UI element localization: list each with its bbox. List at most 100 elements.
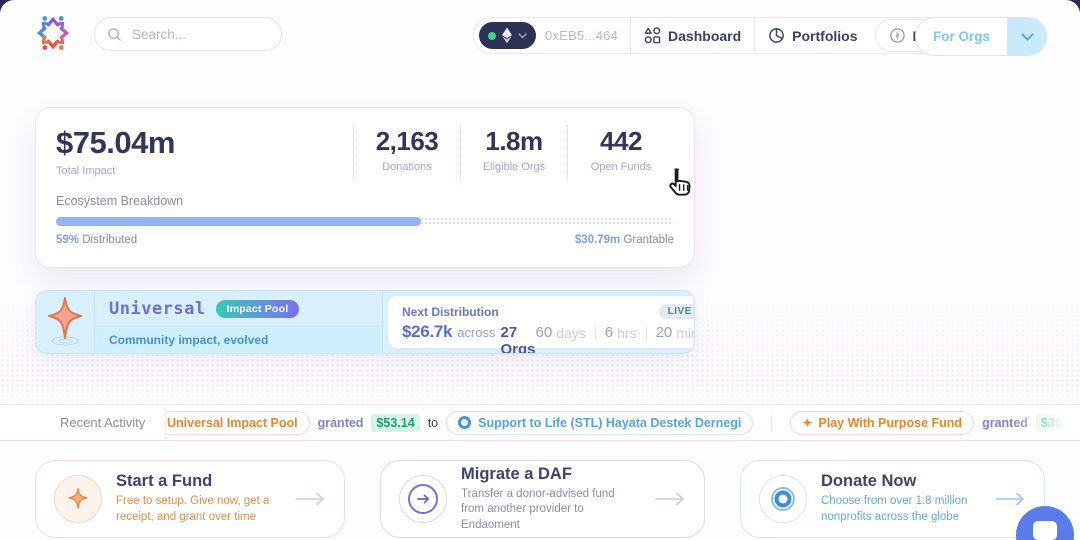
search-bar[interactable] [94, 17, 282, 51]
activity-ticker: Universal Impact Pool granted $53.14 to … [165, 405, 1080, 440]
pool-tagline: Community impact, evolved [95, 326, 382, 353]
countdown-days-unit: days [556, 324, 586, 341]
dashboard-icon [644, 27, 661, 44]
impact-pool-banner[interactable]: Universal Impact Pool Community impact, … [35, 290, 695, 354]
stat-donations[interactable]: 2,163 Donations [353, 125, 460, 181]
action-cards: Start a Fund Free to setup. Give now, ge… [35, 460, 1045, 538]
countdown-minutes-unit: min [676, 324, 694, 341]
stat-label: Donations [382, 161, 432, 173]
stat-value: 442 [600, 126, 642, 156]
donate-now-card[interactable]: Donate Now Choose from over 1.8 million … [740, 460, 1045, 538]
live-badge: LIVE [658, 304, 694, 319]
countdown-divider [645, 326, 647, 339]
endaoment-logo[interactable] [33, 13, 73, 53]
for-orgs-label[interactable]: For Orgs [932, 29, 990, 44]
search-input[interactable] [130, 25, 269, 43]
concentric-rings-icon [759, 475, 807, 523]
portfolios-icon [769, 28, 784, 43]
stat-value: $75.04m [56, 125, 175, 160]
sparkle-star-icon: ✦ [802, 415, 813, 430]
grantable-stat: $30.79m Grantable [574, 234, 674, 246]
stat-label: Open Funds [590, 161, 652, 173]
arrow-right-icon [295, 492, 325, 506]
across-text: across [457, 325, 496, 340]
distributed-percent: 59% [56, 234, 80, 246]
migrate-arrow-icon [399, 475, 447, 523]
main-nav: 0xEB5...464 Dashboard Portfolios Explore [473, 17, 984, 54]
arrow-right-icon [995, 492, 1025, 506]
pool-name: Universal [109, 298, 206, 319]
stat-value: 2,163 [375, 126, 439, 156]
wallet-status-dot [488, 31, 496, 40]
grantable-amount: $30.79m [574, 234, 621, 246]
stat-value: 1.8m [485, 126, 543, 156]
card-title: Start a Fund [116, 472, 213, 491]
for-orgs-dropdown[interactable] [1007, 18, 1046, 55]
fund-link[interactable]: Universal Impact Pool [166, 410, 310, 435]
chevron-down-icon [1021, 33, 1033, 40]
countdown: 60 days 6 hrs 20 min [535, 324, 694, 341]
countdown-divider [594, 326, 596, 339]
nav-item-dashboard[interactable]: Dashboard [631, 27, 754, 44]
pool-icon-cell [36, 291, 95, 353]
countdown-minutes-value: 20 [655, 324, 673, 341]
nav-divider [754, 17, 756, 54]
stat-eligible-orgs[interactable]: 1.8m Eligible Orgs [460, 125, 567, 181]
distributed-stat: 59% Distributed [56, 234, 138, 246]
card-title: Migrate a DAF [461, 464, 572, 483]
distribution-amount: $26.7k [402, 322, 453, 341]
progress-fill [56, 217, 421, 226]
ethereum-icon [502, 27, 512, 44]
start-a-fund-card[interactable]: Start a Fund Free to setup. Give now, ge… [35, 460, 345, 538]
breakdown-title: Ecosystem Breakdown [56, 194, 184, 208]
nav-item-label: Dashboard [668, 27, 742, 44]
fund-link[interactable]: ✦ Play With Purpose Fund [790, 410, 975, 435]
nav-item-label: Portfolios [792, 27, 858, 44]
stat-total-impact: $75.04m Total Impact [56, 125, 353, 177]
arrow-right-icon [655, 492, 685, 506]
distribution-orgs: 27 Orgs [500, 324, 536, 354]
nav-item-portfolios[interactable]: Portfolios [755, 27, 870, 44]
chevron-down-icon [518, 32, 527, 39]
countdown-days-value: 60 [535, 324, 553, 341]
pool-identity: Universal Impact Pool Community impact, … [95, 291, 383, 353]
grant-amount: $53.14 [371, 413, 420, 432]
compass-icon [889, 28, 905, 43]
for-orgs-button: For Orgs [914, 17, 1047, 56]
org-ring-icon [458, 416, 472, 429]
stat-label: Total Impact [56, 165, 116, 177]
card-description: Transfer a donor-advised fund from anoth… [461, 487, 615, 531]
ecosystem-stats-card: $75.04m Total Impact 2,163 Donations 1.8… [35, 107, 695, 268]
org-name: Support to Life (STL) Hayata Destek Dern… [478, 415, 742, 430]
sparkle-star-icon [48, 297, 82, 346]
next-distribution-title: Next Distribution [402, 304, 499, 319]
stat-open-funds[interactable]: 442 Open Funds [567, 125, 674, 181]
action-text: granted [982, 415, 1028, 430]
next-distribution-card: Next Distribution LIVE $26.7k across 27 … [387, 295, 694, 353]
sparkle-star-icon [54, 475, 102, 523]
wallet-pill[interactable] [479, 22, 536, 49]
chat-launcher-button[interactable] [1016, 506, 1074, 540]
card-description: Choose from over 1.8 million nonprofits … [821, 495, 968, 523]
stat-label: Eligible Orgs [482, 161, 546, 173]
countdown-hours-unit: hrs [617, 324, 637, 341]
fund-name: Play With Purpose Fund [818, 415, 963, 430]
pool-type-badge: Impact Pool [215, 299, 300, 318]
org-link[interactable]: Support to Life (STL) Hayata Destek Dern… [446, 410, 754, 435]
chat-bubble-icon [1033, 521, 1057, 540]
wallet-address[interactable]: 0xEB5...464 [545, 28, 619, 43]
search-icon [108, 27, 121, 41]
grant-amount: $30,000.00 [1035, 413, 1080, 432]
card-title: Donate Now [821, 472, 917, 491]
distribution-progress-bar [56, 217, 674, 226]
migrate-a-daf-card[interactable]: Migrate a DAF Transfer a donor-advised f… [380, 460, 705, 538]
nav-divider [630, 17, 632, 54]
countdown-hours-value: 6 [604, 324, 614, 341]
recent-activity-title: Recent Activity [60, 415, 146, 430]
recent-activity-bar: Recent Activity Universal Impact Pool gr… [0, 404, 1080, 441]
card-description: Free to setup. Give now, get a receipt, … [116, 495, 270, 523]
to-text: to [427, 415, 439, 430]
action-text: granted [317, 415, 364, 430]
ticker-divider [771, 414, 773, 431]
